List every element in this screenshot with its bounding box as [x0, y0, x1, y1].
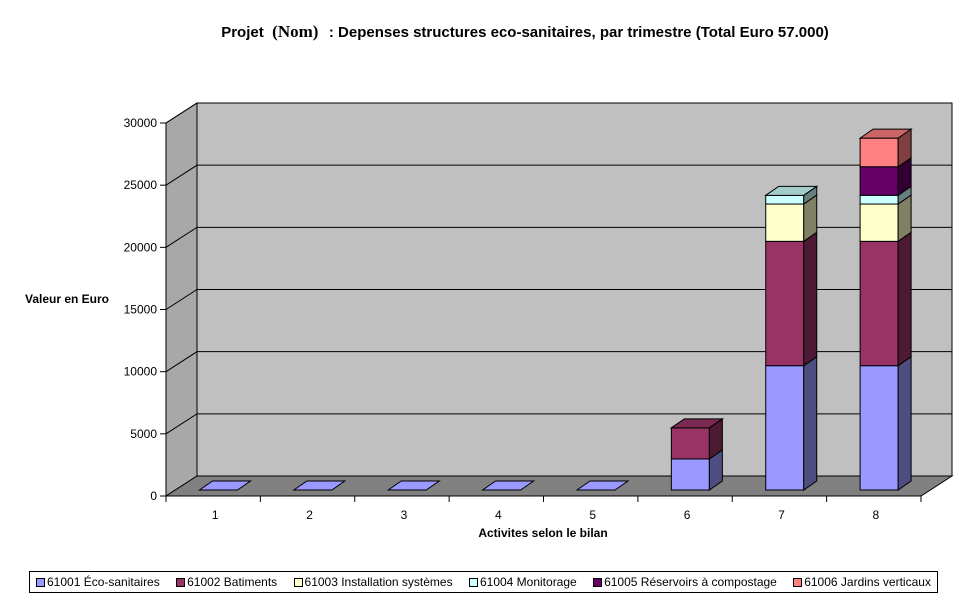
- legend-swatch: [36, 577, 45, 587]
- legend-swatch: [293, 577, 303, 587]
- bar-8-61003-front: [859, 203, 899, 242]
- legend-item: 61004 Monitorage: [468, 575, 577, 589]
- axes: [160, 122, 922, 502]
- bars: [197, 128, 913, 491]
- y-tick-label: 5000: [130, 427, 157, 441]
- legend: 61001 Éco-sanitaires 61002 Batiments 61003…: [29, 571, 938, 593]
- grid-line: [165, 351, 952, 373]
- floor: [164, 475, 954, 497]
- grid-line: [165, 413, 952, 435]
- y-tick-labels: 0 5000 10000 15000 20000 25000 30000: [124, 116, 158, 503]
- legend-swatch: [793, 577, 803, 587]
- legend-label: 61001 Éco-sanitaires: [47, 575, 160, 589]
- legend-label: 61006 Jardins verticaux: [804, 575, 931, 589]
- bar-7-61001-front: [765, 365, 805, 491]
- bar-8-61001-side: [897, 355, 912, 491]
- x-tick-label: 7: [778, 508, 785, 522]
- bar-7-61002-front: [765, 240, 805, 367]
- bar-7-61004-top: [764, 185, 819, 196]
- legend-swatch: [468, 577, 478, 587]
- legend-label: 61002 Batiments: [187, 575, 278, 589]
- bar-6-61002-top: [669, 418, 724, 429]
- legend-label: 61005 Réservoirs à compostage: [604, 575, 777, 589]
- grid-lines: [165, 102, 952, 435]
- y-tick-label: 10000: [124, 365, 158, 379]
- title-name: (Nom): [272, 22, 318, 41]
- bar-7-61001-side: [803, 355, 818, 491]
- bar-8-61004-front: [859, 194, 899, 205]
- x-tick-label: 2: [306, 508, 313, 522]
- x-tick-label: 3: [401, 508, 408, 522]
- y-tick-label: 20000: [124, 240, 158, 254]
- title-suffix: : Depenses structures eco-sanitaires, pa…: [329, 24, 829, 41]
- chart-title: Projet (Nom) : Depenses structures eco-s…: [221, 22, 829, 41]
- legend-item: 61001 Éco-sanitaires: [36, 575, 160, 589]
- bar-8-61001-front: [859, 365, 899, 491]
- y-tick-label: 30000: [124, 116, 158, 130]
- bar-8-61002-side: [897, 231, 912, 367]
- legend-item: 61002 Batiments: [176, 575, 277, 589]
- grid-line: [165, 289, 952, 310]
- legend-item: 61005 Réservoirs à compostage: [593, 575, 777, 589]
- bar-base-1: [197, 480, 253, 491]
- bar-8-61002-front: [859, 240, 899, 367]
- x-tick-label: 8: [872, 508, 879, 522]
- legend-item: 61003 Installation systèmes: [293, 575, 453, 589]
- legend-item: 61006 Jardins verticaux: [793, 575, 931, 589]
- y-tick-label: 25000: [124, 178, 158, 192]
- x-axis-label: Activites selon le bilan: [478, 526, 607, 540]
- x-tick-label: 4: [495, 508, 502, 522]
- bar-base-4: [481, 480, 536, 491]
- bar-base-3: [386, 480, 441, 491]
- bar-7-61003-front: [765, 203, 805, 242]
- x-tick-labels: 1 2 3 4 5 6 7 8: [212, 508, 880, 522]
- x-tick-label: 1: [212, 508, 219, 522]
- title-prefix: Projet: [221, 24, 264, 41]
- bar-8-61005-front: [859, 166, 899, 196]
- bar-6-61001-front: [670, 458, 710, 491]
- grid-line: [165, 226, 952, 248]
- grid-line: [165, 164, 952, 186]
- legend-label: 61003 Installation systèmes: [304, 575, 453, 589]
- bar-8-61006-front: [859, 137, 899, 168]
- legend-swatch: [176, 577, 186, 587]
- x-tick-label: 6: [684, 508, 691, 522]
- bar-6-61002-front: [670, 427, 710, 460]
- y-tick-label: 0: [150, 489, 157, 503]
- plot-walls: [164, 102, 954, 497]
- x-tick-label: 5: [589, 508, 596, 522]
- y-tick-label: 15000: [124, 303, 158, 317]
- y-axis-label: Valeur en Euro: [25, 292, 109, 306]
- grid-line: [165, 102, 952, 124]
- bar-base-2: [292, 480, 347, 491]
- bar-base-5: [575, 480, 630, 491]
- legend-label: 61004 Monitorage: [479, 575, 577, 589]
- legend-swatch: [593, 577, 603, 587]
- bar-7-61004-front: [765, 194, 805, 205]
- bar-7-61002-side: [803, 231, 818, 367]
- bar-8-61006-top: [858, 128, 913, 139]
